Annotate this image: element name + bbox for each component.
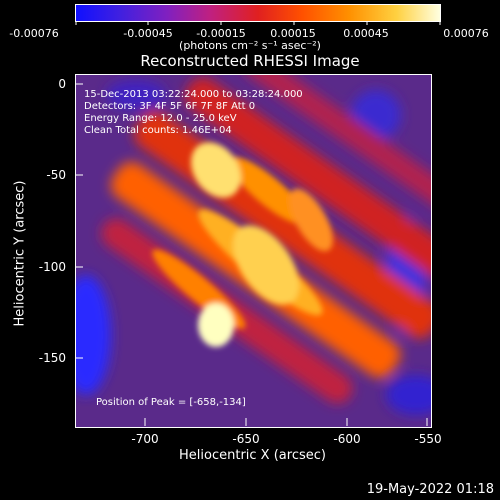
peak-position-annotation: Position of Peak = [-658,-134]	[96, 397, 246, 408]
detectors-annotation: Detectors: 3F 4F 5F 6F 7F 8F Att 0	[84, 101, 256, 112]
rhessi-image-plot: 15-Dec-2013 03:22:24.000 to 03:28:24.000…	[75, 74, 432, 428]
colorbar-tick-label: 0.00045	[343, 27, 389, 40]
colorbar-tick-marks	[75, 21, 441, 25]
energy-range-annotation: Energy Range: 12.0 - 25.0 keV	[84, 113, 237, 124]
y-axis-label: Heliocentric Y (arcsec)	[12, 180, 28, 327]
colorbar-units: (photons cm⁻² s⁻¹ asec⁻²)	[179, 39, 321, 52]
colorbar-tick-label: -0.00076	[9, 27, 59, 40]
y-tick-label: -150	[38, 351, 66, 365]
y-tick-label: 0	[58, 77, 66, 91]
x-tick-label: -650	[232, 432, 260, 446]
time-range-annotation: 15-Dec-2013 03:22:24.000 to 03:28:24.000	[84, 89, 303, 100]
colorbar-tick-label: 0.00076	[443, 27, 489, 40]
x-tick-label: -700	[131, 432, 159, 446]
rhessi-image	[76, 75, 431, 427]
y-tick-label: -100	[38, 260, 66, 274]
x-tick-label: -600	[333, 432, 361, 446]
colorbar-tick-label: -0.00045	[123, 27, 173, 40]
colorbar	[75, 4, 441, 22]
colorbar-tick-label: -0.00015	[196, 27, 246, 40]
colorbar-tick-label: 0.00015	[270, 27, 316, 40]
x-axis-label: Heliocentric X (arcsec)	[179, 448, 326, 463]
y-tick-label: -50	[46, 168, 66, 182]
clean-counts-annotation: Clean Total counts: 1.46E+04	[84, 125, 232, 136]
plot-title: Reconstructed RHESSI Image	[140, 52, 360, 70]
x-tick-label: -550	[414, 432, 442, 446]
footer-date: 19-May-2022 01:18	[366, 482, 494, 497]
axis-tick-marks	[75, 83, 428, 426]
